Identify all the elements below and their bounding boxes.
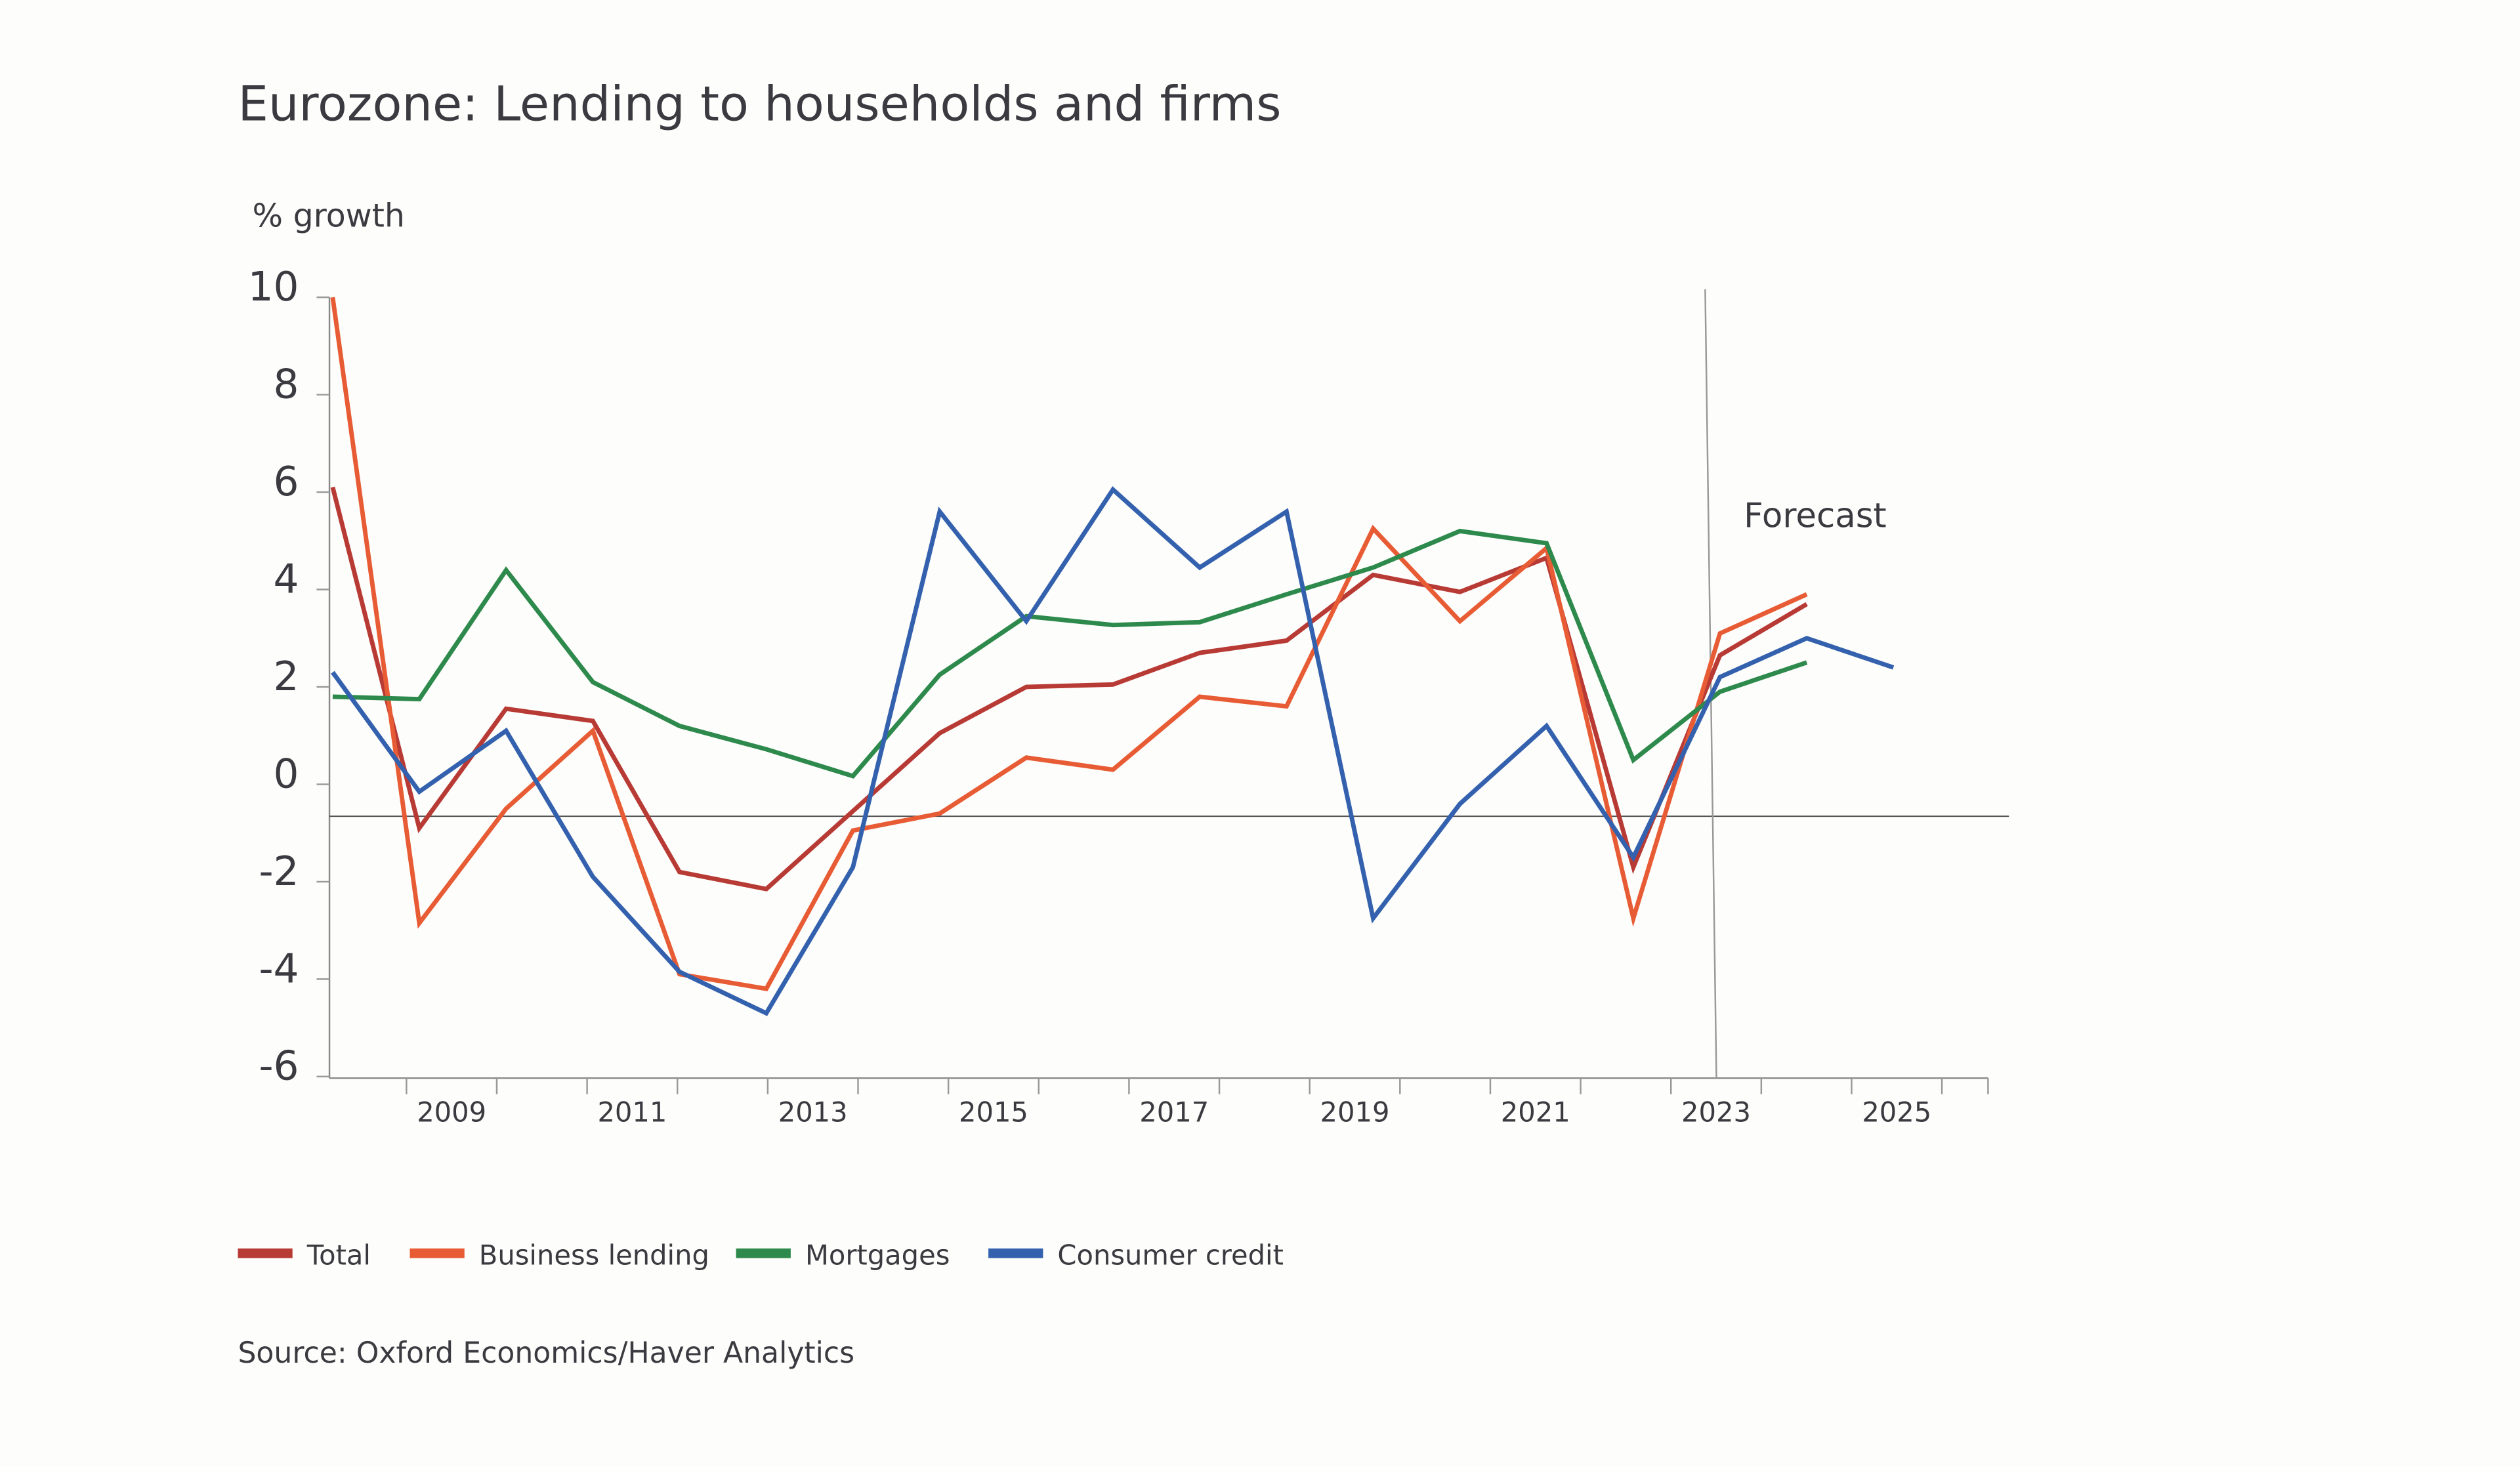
x-tick-label: 2011 (597, 1096, 667, 1128)
x-tick-label: 2013 (778, 1096, 848, 1128)
legend: Total Business lending Mortgages Consumer c… (238, 1239, 1284, 1271)
legend-label: Business lending (479, 1239, 709, 1271)
series-lines (330, 297, 1895, 1016)
legend-swatch (238, 1248, 293, 1258)
series-line-business-lending (330, 297, 1808, 991)
forecast-divider (1704, 289, 1717, 1079)
y-tick-label: 4 (274, 556, 299, 602)
series-line-mortgages (332, 528, 1808, 779)
y-tick-label: 8 (274, 361, 299, 407)
y-tick-label: 2 (274, 653, 299, 700)
x-tick-label: 2021 (1501, 1096, 1570, 1128)
x-tick-label: 2025 (1862, 1096, 1931, 1128)
forecast-annotation: Forecast (1744, 496, 1887, 535)
x-tick-label: 2009 (417, 1096, 486, 1128)
y-tick-label: 10 (248, 264, 299, 310)
legend-swatch (988, 1248, 1043, 1258)
y-tick-label: -2 (259, 848, 299, 895)
legend-label: Total (306, 1239, 371, 1271)
y-tick-label: -4 (259, 945, 299, 992)
y-tick-label: -6 (259, 1043, 299, 1090)
series-line-total (330, 486, 1808, 892)
legend-swatch (410, 1248, 465, 1258)
series-line-consumer-credit (331, 486, 1895, 1016)
chart-title: Eurozone: Lending to households and firm… (238, 77, 1281, 133)
y-tick-label: 0 (274, 751, 299, 797)
legend-swatch (736, 1248, 791, 1258)
legend-label: Consumer credit (1057, 1239, 1283, 1271)
source-note: Source: Oxford Economics/Haver Analytics (238, 1336, 854, 1370)
axes: 10 8 6 4 2 0 -2 -4 -6 2009 2011 2013 2015 2017 2019 202… (248, 264, 2009, 1128)
y-axis-label: % growth (252, 197, 404, 234)
x-tick-label: 2019 (1320, 1096, 1390, 1128)
x-tick-label: 2015 (959, 1096, 1028, 1128)
legend-label: Mortgages (805, 1239, 950, 1271)
x-tick-label: 2023 (1681, 1096, 1751, 1128)
x-tick-label: 2017 (1139, 1096, 1209, 1128)
y-tick-label: 6 (274, 459, 299, 505)
